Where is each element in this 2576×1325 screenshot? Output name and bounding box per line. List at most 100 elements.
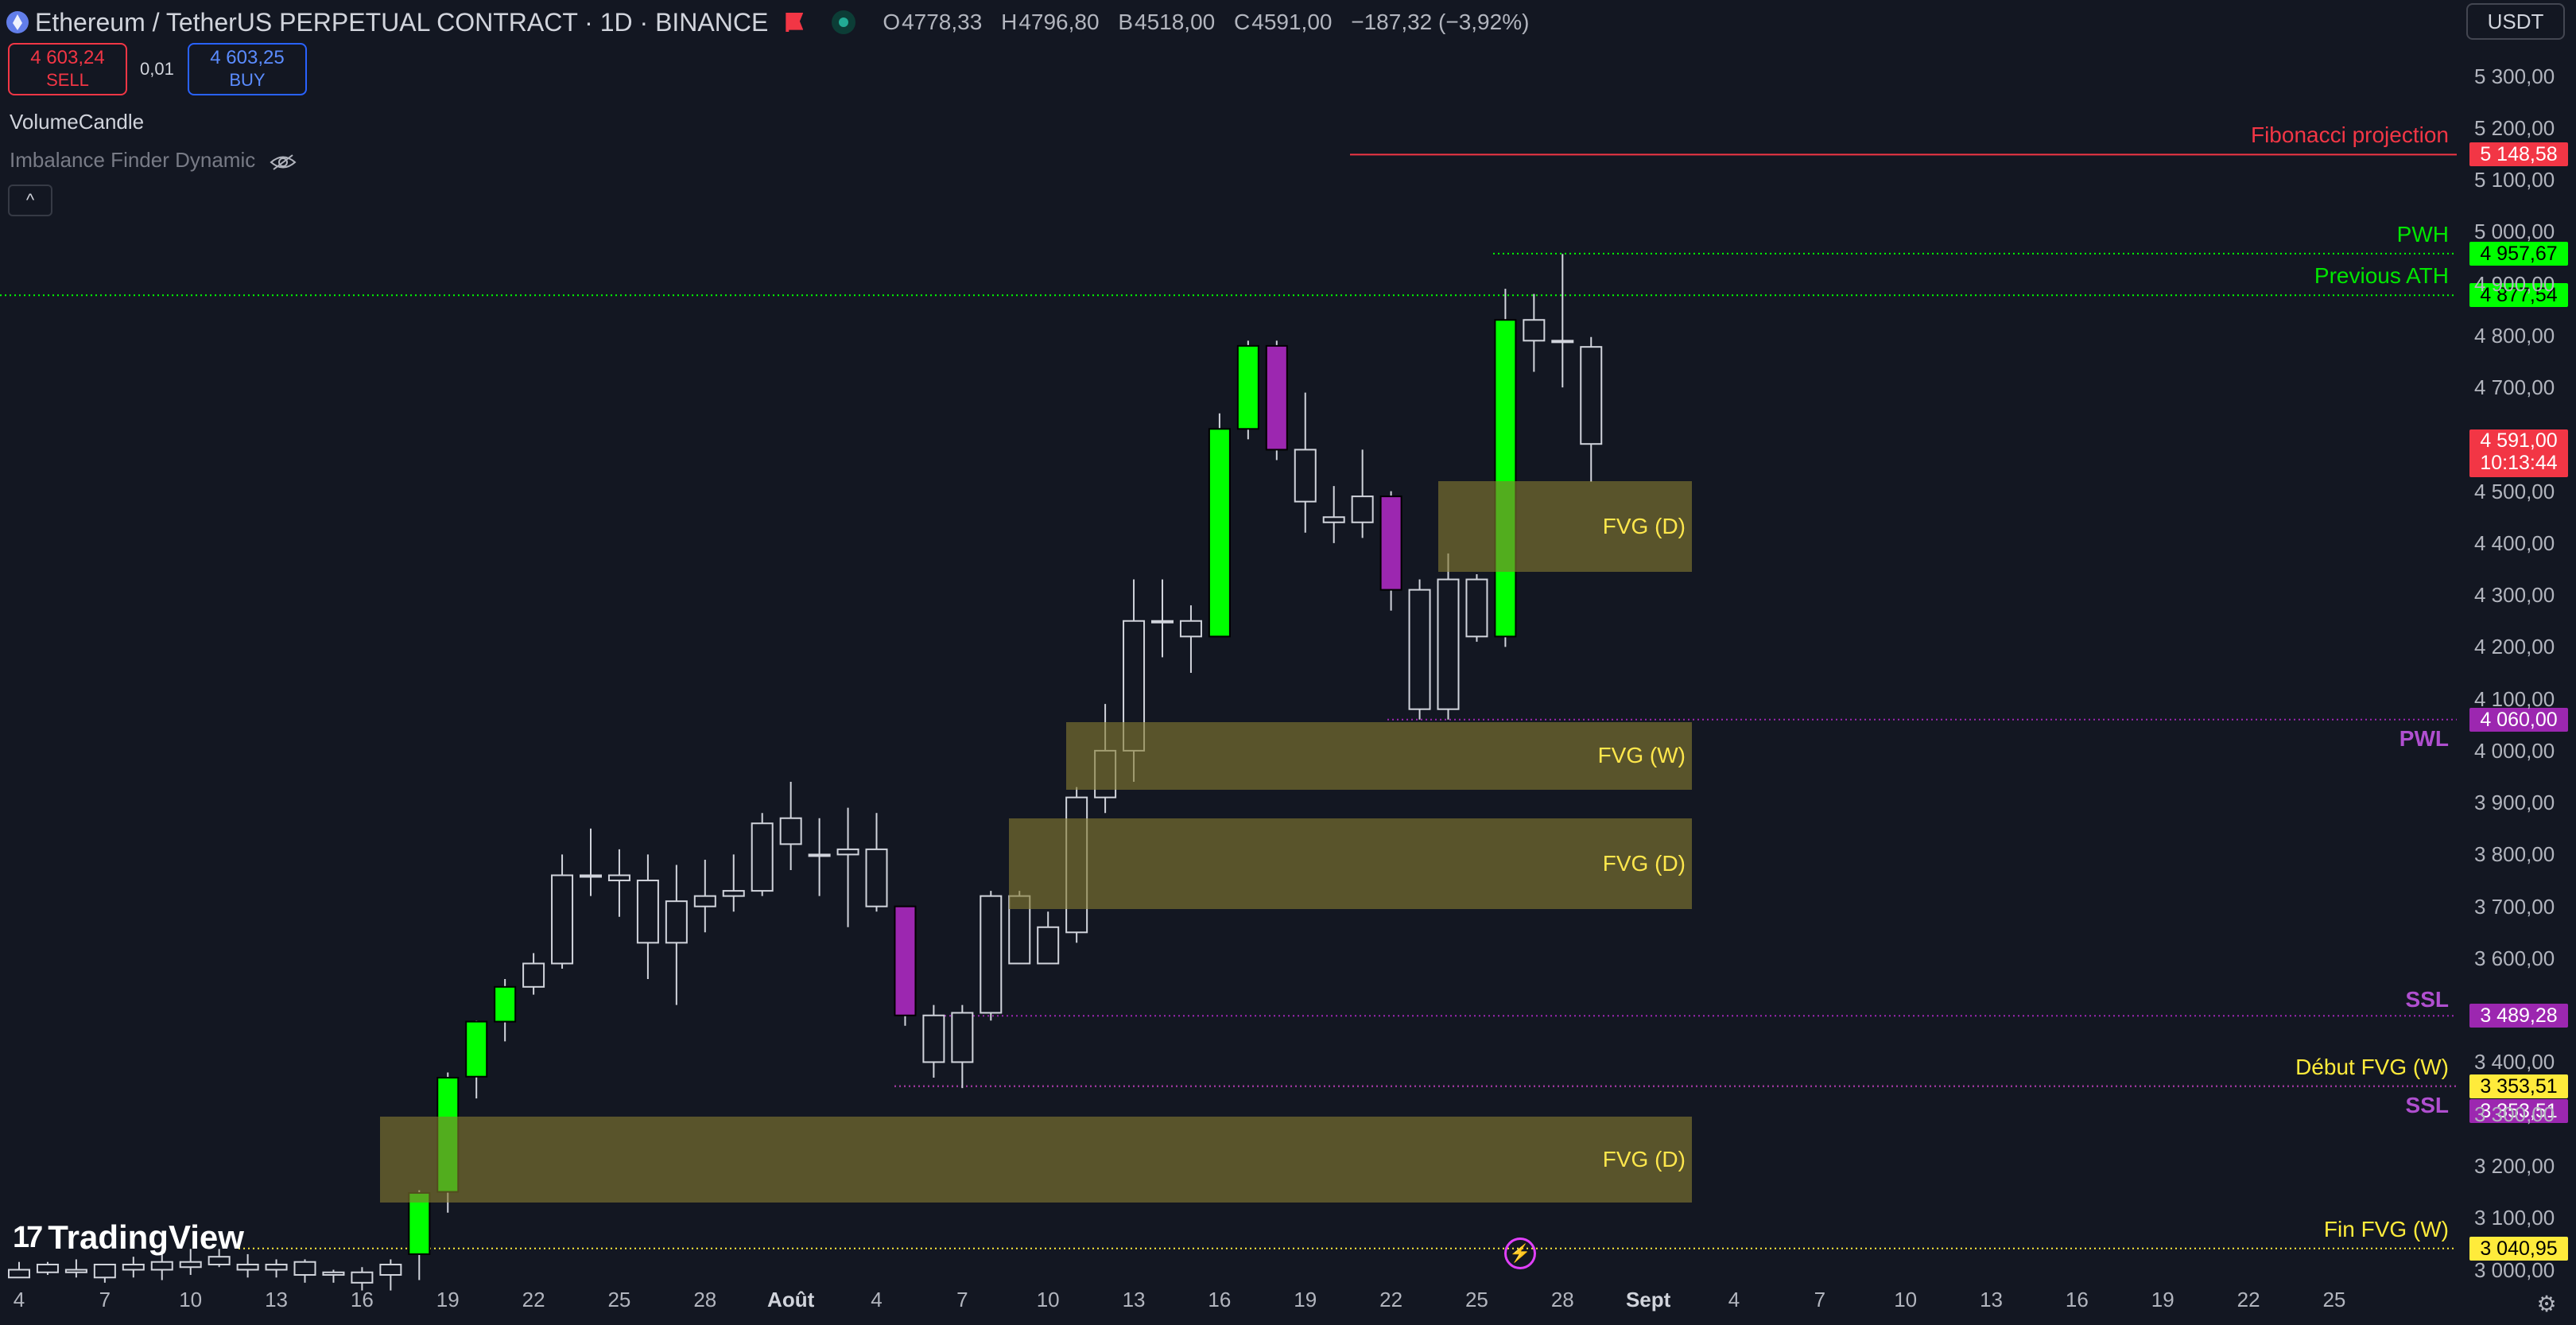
time-axis-label: Sept (1625, 1288, 1671, 1311)
price-axis-label: 3 400,00 (2474, 1050, 2555, 1074)
price-axis-label: 5 100,00 (2474, 168, 2555, 192)
candle (951, 1004, 974, 1089)
candle (1208, 413, 1231, 638)
candle (179, 1249, 202, 1276)
candle (64, 1259, 87, 1278)
price-axis-label: 4 000,00 (2474, 738, 2555, 763)
candle (607, 849, 630, 917)
time-axis-label: 13 (265, 1288, 289, 1311)
buy-button[interactable]: 4 603,25 BUY (188, 43, 307, 95)
time-axis-label: 16 (350, 1288, 374, 1311)
level-price-tag: 5 148,58 (2469, 142, 2568, 167)
tradingview-logo[interactable]: 17 TradingView (13, 1218, 244, 1257)
candle (722, 854, 745, 912)
collapse-indicators-button[interactable]: ^ (8, 185, 52, 216)
level-label: SSL (2405, 987, 2449, 1012)
time-axis-label: 19 (1294, 1288, 1317, 1311)
change-value: −187,32 (−3,92%) (1351, 10, 1530, 34)
time-axis-label: 13 (1122, 1288, 1146, 1311)
time-axis-label: 22 (522, 1288, 545, 1311)
candle (322, 1269, 345, 1283)
level-price-tag: 3 353,51 (2469, 1098, 2568, 1123)
candle (1437, 553, 1460, 720)
candle (36, 1261, 59, 1276)
price-axis-label: 5 000,00 (2474, 220, 2555, 244)
level-price-tag: 3 040,95 (2469, 1236, 2568, 1261)
price-axis-label: 4 200,00 (2474, 635, 2555, 659)
level-label: PWL (2399, 725, 2449, 751)
candle (522, 953, 545, 995)
lightning-icon[interactable]: ⚡ (1504, 1238, 1536, 1269)
candle (751, 813, 774, 896)
level-price-tag: 4 877,54 (2469, 283, 2568, 308)
candle (636, 854, 659, 980)
market-status-icon[interactable] (832, 10, 856, 34)
price-axis-label: 4 400,00 (2474, 530, 2555, 555)
currency-selector[interactable]: USDT (2466, 3, 2565, 40)
candle (8, 1261, 30, 1279)
price-axis-label: 5 200,00 (2474, 115, 2555, 140)
sell-price: 4 603,24 (30, 47, 105, 68)
price-axis-label: 4 700,00 (2474, 375, 2555, 400)
time-axis-label: 25 (2322, 1288, 2346, 1311)
candle (1551, 254, 1574, 388)
indicator-imbalance-label: Imbalance Finder Dynamic (10, 148, 256, 172)
price-axis-label: 4 800,00 (2474, 323, 2555, 348)
time-axis-label: 25 (1465, 1288, 1488, 1311)
close-value: 4591,00 (1251, 10, 1333, 34)
price-axis-label: 4 300,00 (2474, 583, 2555, 608)
time-axis-label: 13 (1980, 1288, 2004, 1311)
symbol-title[interactable]: Ethereum / TetherUS PERPETUAL CONTRACT ·… (35, 7, 769, 37)
time-axis-label: 7 (956, 1288, 968, 1311)
candle (293, 1259, 316, 1283)
candle (93, 1263, 116, 1283)
candle (208, 1249, 231, 1268)
countdown-value: 10:13:44 (2480, 452, 2558, 475)
flag-icon[interactable] (786, 13, 804, 32)
candle (1465, 574, 1488, 642)
time-axis-label: 10 (1894, 1288, 1918, 1311)
tradingview-logo-text: TradingView (48, 1218, 244, 1256)
candle (379, 1259, 402, 1291)
level-label: Fibonacci projection (2250, 122, 2449, 148)
fvg-zone-label: FVG (D) (1602, 850, 1686, 876)
level-label: Fin FVG (W) (2323, 1216, 2449, 1241)
level-price-tag: 4 060,00 (2469, 707, 2568, 732)
sell-button[interactable]: 4 603,24 SELL (8, 43, 127, 95)
price-axis-label: 3 700,00 (2474, 894, 2555, 919)
gear-icon[interactable]: ⚙ (2536, 1291, 2557, 1316)
price-axis-label: 3 600,00 (2474, 946, 2555, 970)
time-axis-label: 19 (2151, 1288, 2174, 1311)
price-axis-label: 4 900,00 (2474, 271, 2555, 296)
fvg-zone-label: FVG (D) (1602, 513, 1686, 538)
time-axis-label: 16 (2065, 1288, 2089, 1311)
low-label: B (1118, 10, 1134, 34)
level-price-tag: 4 957,67 (2469, 241, 2568, 266)
candle (1179, 605, 1202, 674)
high-value: 4796,80 (1018, 10, 1100, 34)
candle (1523, 293, 1546, 372)
time-axis-label: 7 (1814, 1288, 1826, 1311)
candle (580, 828, 602, 896)
last-price-value: 4 591,00 (2480, 429, 2558, 453)
price-axis-label: 3 000,00 (2474, 1257, 2555, 1282)
candle (122, 1257, 145, 1278)
candle (1408, 579, 1431, 720)
candle (1265, 340, 1288, 460)
open-label: O (883, 10, 901, 34)
indicator-volumecandle[interactable]: VolumeCandle (10, 110, 145, 134)
fvg-zone-label: FVG (W) (1597, 743, 1686, 768)
price-axis-label: 3 900,00 (2474, 791, 2555, 815)
buy-label: BUY (229, 70, 266, 90)
time-axis-label: 22 (1379, 1288, 1403, 1311)
indicator-imbalance-finder[interactable]: Imbalance Finder Dynamic (10, 148, 297, 173)
fvg-zone-label: FVG (D) (1602, 1146, 1686, 1172)
buy-price: 4 603,25 (210, 47, 285, 68)
ohlc-readout: O4778,33 H4796,80 B4518,00 C4591,00 −187… (883, 10, 1529, 35)
time-axis-label: 4 (871, 1288, 883, 1311)
open-value: 4778,33 (902, 10, 983, 34)
candle (494, 979, 517, 1042)
last-price-tag: 4 591,00 10:13:44 (2469, 429, 2568, 478)
eye-hidden-icon[interactable] (270, 152, 297, 170)
